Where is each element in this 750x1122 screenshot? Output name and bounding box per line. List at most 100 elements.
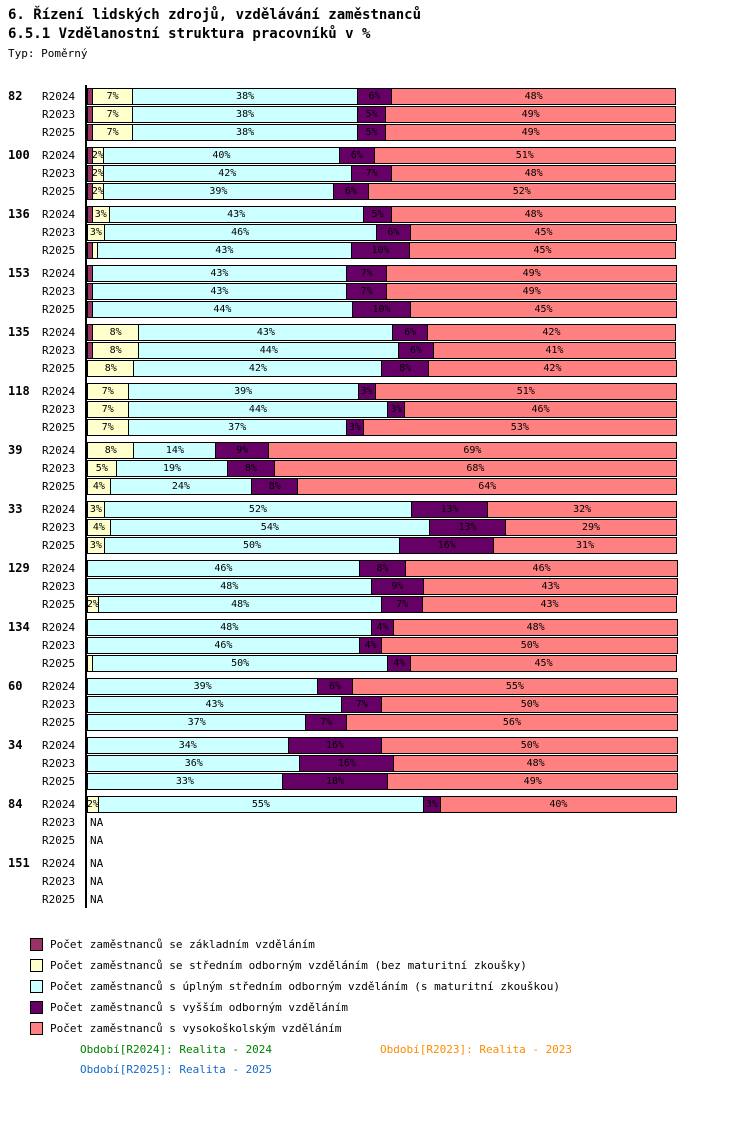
bar-segment: 55%: [97, 796, 424, 813]
legend-label: Počet zaměstnanců s vysokoškolským vzděl…: [50, 1022, 342, 1035]
bar-segment: 7%: [91, 88, 134, 105]
bar-row: R2023 3% 46% 6% 45%: [0, 224, 750, 241]
bar-segment: 3%: [423, 796, 441, 813]
bar-segment: 39%: [127, 383, 359, 400]
bar-row: R2023 7% 38% 5% 49%: [0, 106, 750, 123]
bar-segment: 6%: [398, 342, 434, 359]
group-label: [0, 165, 42, 182]
stacked-bar: 37% 7% 56%: [87, 714, 680, 731]
period-label: R2024: [42, 444, 76, 457]
bar-row: R2025 33% 18% 49%: [0, 773, 750, 790]
period-label: R2024: [42, 326, 76, 339]
bar-segment: 45%: [410, 655, 677, 672]
bar-row: R2023 36% 16% 48%: [0, 755, 750, 772]
bar-segment: 13%: [411, 501, 489, 518]
group-label: [0, 301, 42, 318]
bar-segment: 7%: [340, 696, 383, 713]
stacked-bar: 50% 4% 45%: [87, 655, 680, 672]
stacked-bar: 8% 44% 6% 41%: [87, 342, 680, 359]
bar-row: R2025 NA: [0, 832, 750, 849]
period-footnote: Období[R2023]: Realita - 2023: [380, 1043, 573, 1056]
bar-row: R2025 4% 24% 8% 64%: [0, 478, 750, 495]
stacked-bar: 7% 38% 5% 49%: [87, 124, 680, 141]
bar-segment: 3%: [91, 206, 110, 223]
bar-segment: 48%: [393, 755, 678, 772]
period-label: R2025: [42, 480, 76, 493]
period-label: R2025: [42, 775, 76, 788]
stacked-bar: 48% 4% 48%: [87, 619, 680, 636]
bar-segment: 38%: [132, 88, 358, 105]
bar-row: R2025 3% 50% 16% 31%: [0, 537, 750, 554]
group-label: 129: [8, 561, 30, 575]
bar-segment: 3%: [87, 224, 105, 241]
stacked-bar: 2% 39% 6% 52%: [87, 183, 680, 200]
bar-segment: 8%: [91, 324, 140, 341]
group-label: 84: [8, 797, 23, 811]
bar-segment: 52%: [103, 501, 413, 518]
legend-label: Počet zaměstnanců se základním vzděláním: [50, 938, 315, 951]
bar-row: 60 R2024 39% 6% 55%: [0, 678, 750, 695]
period-label: R2025: [42, 126, 76, 139]
period-label: R2024: [42, 857, 76, 870]
bar-row: R2025 44% 10% 45%: [0, 301, 750, 318]
period-label: R2024: [42, 680, 76, 693]
period-label: R2023: [42, 580, 76, 593]
legend-swatch: [30, 1001, 43, 1014]
legend-swatch: [30, 959, 43, 972]
bar-segment: 44%: [127, 401, 389, 418]
na-value: NA: [90, 857, 104, 870]
group-label: [0, 401, 42, 418]
period-label: R2023: [42, 285, 76, 298]
report-type-label: Typ: Poměrný: [8, 47, 88, 60]
stacked-bar: 8% 43% 6% 42%: [87, 324, 680, 341]
period-footnotes: Období[R2024]: Realita - 2024 Období[R202…: [80, 1043, 750, 1076]
bar-segment: 8%: [358, 560, 407, 577]
bar-row: 33 R2024 3% 52% 13% 32%: [0, 501, 750, 518]
bar-segment: 7%: [87, 401, 129, 418]
bar-segment: 24%: [109, 478, 253, 495]
bar-segment: 50%: [103, 537, 401, 554]
group-label: [0, 106, 42, 123]
stacked-bar: 48% 9% 43%: [87, 578, 680, 595]
stacked-bar: 7% 39% 3% 51%: [87, 383, 680, 400]
bar-segment: 16%: [299, 755, 395, 772]
bar-segment: 39%: [87, 678, 319, 695]
chart-groups: 82 R2024 7% 38% 6% 48% R2023 7% 38% 5% 49% R2025 7% 3…: [0, 88, 750, 908]
bar-segment: 14%: [133, 442, 217, 459]
bar-segment: 42%: [102, 165, 352, 182]
bar-segment: 4%: [370, 619, 395, 636]
group-label: [0, 596, 42, 613]
bar-group: 136 R2024 3% 43% 5% 48% R2023 3% 46% 6% 45% R2025 43…: [0, 206, 750, 259]
bar-segment: 43%: [108, 206, 364, 223]
group-label: 151: [8, 856, 30, 870]
bar-segment: 7%: [350, 165, 393, 182]
y-axis-line: [85, 85, 87, 908]
bar-segment: 16%: [399, 537, 495, 554]
bar-segment: 49%: [386, 283, 677, 300]
bar-segment: 46%: [405, 560, 678, 577]
period-label: R2024: [42, 385, 76, 398]
period-label: R2025: [42, 657, 76, 670]
stacked-bar: 8% 14% 9% 69%: [87, 442, 680, 459]
period-label: R2023: [42, 108, 76, 121]
group-label: [0, 478, 42, 495]
stacked-bar: 46% 8% 46%: [87, 560, 680, 577]
bar-segment: 55%: [351, 678, 678, 695]
bar-group: 134 R2024 48% 4% 48% R2023 46% 4% 50% R2025 50% 4% 4…: [0, 619, 750, 672]
bar-segment: 50%: [381, 696, 678, 713]
report-title: 6. Řízení lidských zdrojů, vzdělávání za…: [8, 7, 422, 23]
group-label: 135: [8, 325, 30, 339]
stacked-bar: 2% 55% 3% 40%: [87, 796, 680, 813]
period-label: R2024: [42, 503, 76, 516]
bar-group: 34 R2024 34% 16% 50% R2023 36% 16% 48% R2025 33% 18…: [0, 737, 750, 790]
bar-segment: 42%: [426, 324, 676, 341]
bar-segment: 48%: [391, 206, 676, 223]
bar-row: R2023 NA: [0, 873, 750, 890]
bar-segment: 16%: [287, 737, 383, 754]
bar-row: R2023 8% 44% 6% 41%: [0, 342, 750, 359]
bar-segment: 45%: [409, 242, 676, 259]
legend-swatch: [30, 980, 43, 993]
bar-segment: 68%: [273, 460, 677, 477]
group-label: [0, 891, 42, 908]
bar-segment: 4%: [87, 478, 111, 495]
